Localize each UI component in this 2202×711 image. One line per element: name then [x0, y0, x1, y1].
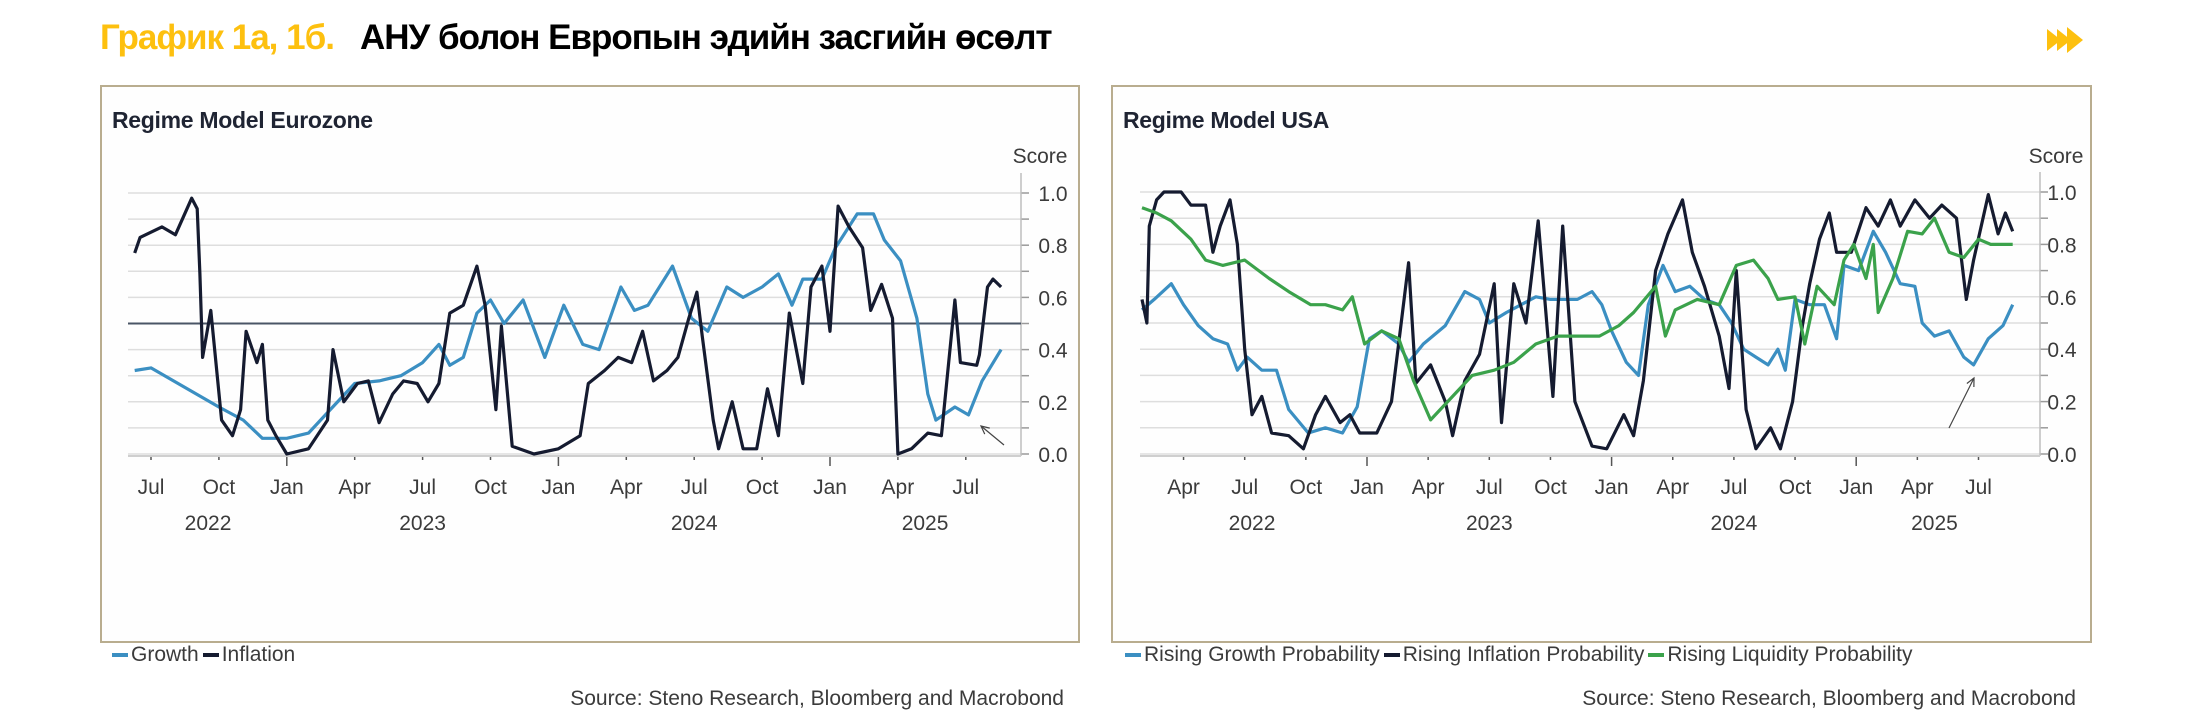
x-tick-label: Jul — [1720, 476, 1747, 499]
x-tick-label: Jul — [1476, 476, 1503, 499]
chart-source: Source: Steno Research, Bloomberg and Ma… — [1582, 687, 2076, 710]
figure-title: АНУ болон Европын эдийн засгийн өсөлт — [359, 18, 1053, 57]
legend-label: Rising Liquidity Probability — [1667, 643, 1913, 666]
y-tick-label: 0.6 — [1038, 287, 1067, 310]
x-tick-label: Apr — [882, 476, 915, 499]
x-tick-label: Apr — [1412, 476, 1445, 499]
x-tick-label: Oct — [1779, 476, 1812, 499]
legend-swatch-inflation — [202, 653, 219, 657]
y-axis-title: Score — [2029, 145, 2084, 168]
chart-legend: Rising Growth Probability Rising Inflati… — [1121, 643, 1913, 667]
x-tick-label: Apr — [610, 476, 643, 499]
y-tick-label: 0.8 — [2047, 234, 2076, 257]
y-tick-label: 0.6 — [2047, 287, 2076, 310]
legend-swatch-growth — [1125, 653, 1141, 657]
x-tick-label: Apr — [1901, 476, 1934, 499]
chart-title: Regime Model USA — [1123, 107, 1330, 133]
y-tick-label: 0.2 — [1038, 392, 1067, 415]
chart-title: Regime Model Eurozone — [112, 107, 373, 133]
x-tick-label: Oct — [1290, 476, 1323, 499]
y-tick-label: 0.4 — [2047, 339, 2077, 362]
series-line-rising-liquidity-probability — [1141, 206, 2013, 422]
x-year-label: 2025 — [1911, 512, 1958, 535]
chart-legend: Growth Inflation — [108, 643, 295, 667]
x-tick-label: Jan — [270, 476, 304, 499]
x-tick-label: Jul — [1231, 476, 1258, 499]
x-tick-label: Apr — [1167, 476, 1200, 499]
y-tick-label: 0.8 — [1038, 235, 1067, 258]
annotation-arrow — [980, 425, 1005, 446]
x-tick-label: Jul — [681, 476, 708, 499]
x-tick-label: Jan — [813, 476, 847, 499]
y-tick-label: 0.2 — [2047, 392, 2076, 415]
x-tick-label: Jan — [1595, 476, 1629, 499]
y-tick-label: 0.0 — [2047, 444, 2076, 467]
x-tick-label: Apr — [338, 476, 371, 499]
x-tick-label: Jan — [1839, 476, 1873, 499]
annotation-arrowhead — [979, 425, 990, 435]
x-year-label: 2022 — [1229, 512, 1276, 535]
fast-forward-icon[interactable] — [2047, 25, 2093, 55]
figure-number: График 1а, 1б. — [100, 18, 335, 57]
page-heading: График 1а, 1б. АНУ болон Европын эдийн за… — [100, 18, 1053, 58]
x-tick-label: Oct — [474, 476, 507, 499]
legend-label: Inflation — [221, 643, 296, 666]
legend-swatch-liquidity — [1648, 653, 1665, 657]
chart-0: 0.0 0.2 0.4 0.6 0.8 1.0 Score Jul Oct Jan Apr Jul Oc… — [128, 145, 1068, 535]
chart-1: 0.0 0.2 0.4 0.6 0.8 1.0 Score Apr Jul Oct Jan Apr Ju… — [1140, 145, 2083, 535]
x-tick-label: Oct — [203, 476, 236, 499]
y-tick-label: 1.0 — [2047, 182, 2076, 205]
series-line-rising-growth-probability — [1140, 229, 2015, 435]
x-tick-label: Jan — [1350, 476, 1384, 499]
annotation-arrowhead — [1966, 376, 1975, 388]
y-axis-title: Score — [1013, 145, 1068, 168]
x-year-label: 2023 — [1466, 512, 1513, 535]
x-year-label: 2024 — [671, 512, 718, 535]
series-line-growth — [134, 212, 1003, 440]
legend-swatch-growth — [112, 653, 128, 657]
x-year-label: 2024 — [1711, 512, 1758, 535]
x-tick-label: Oct — [1534, 476, 1567, 499]
y-tick-label: 1.0 — [1038, 183, 1067, 206]
legend-label: Rising Inflation Probability — [1402, 643, 1645, 666]
legend-swatch-inflation — [1383, 653, 1400, 657]
x-tick-label: Apr — [1656, 476, 1689, 499]
legend-label: Rising Growth Probability — [1144, 643, 1380, 666]
x-tick-label: Jul — [1965, 476, 1992, 499]
x-year-label: 2023 — [399, 512, 446, 535]
x-tick-label: Jul — [952, 476, 979, 499]
annotation-arrow — [1948, 377, 1975, 429]
chart-source: Source: Steno Research, Bloomberg and Ma… — [570, 687, 1064, 710]
x-tick-label: Jan — [541, 476, 575, 499]
x-tick-label: Oct — [746, 476, 779, 499]
series-line-rising-inflation-probability — [1140, 190, 2015, 451]
chart-canvas: 0.0 0.2 0.4 0.6 0.8 1.0 Score Jul Oct Jan Apr Jul Oc… — [128, 145, 2083, 535]
x-year-label: 2022 — [185, 512, 232, 535]
x-tick-label: Jul — [409, 476, 436, 499]
chart-panel-usa: Regime Model USA Rising Growth Probabili… — [1111, 85, 2092, 710]
x-tick-label: Jul — [138, 476, 165, 499]
series-line-inflation — [133, 196, 1003, 456]
legend-label: Growth — [131, 643, 199, 666]
y-tick-label: 0.4 — [1038, 340, 1068, 363]
x-year-label: 2025 — [902, 512, 949, 535]
y-tick-label: 0.0 — [1038, 444, 1067, 467]
